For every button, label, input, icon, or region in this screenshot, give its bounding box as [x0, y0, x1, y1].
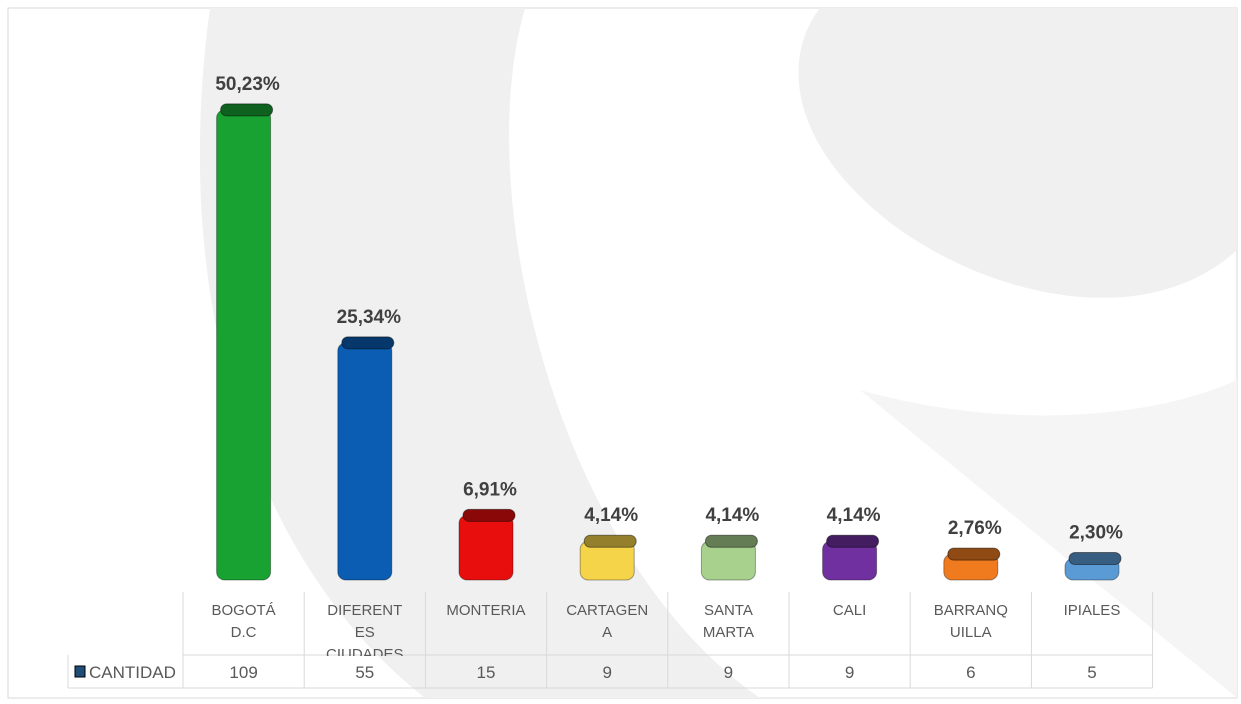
data-label: 25,34%	[337, 307, 402, 328]
bar-top	[947, 547, 1001, 561]
data-label: 6,91%	[463, 479, 517, 500]
bar-top	[462, 508, 516, 522]
data-label: 4,14%	[827, 505, 881, 526]
table-value: 6	[966, 663, 975, 682]
data-label: 2,76%	[948, 518, 1002, 539]
x-tick-label: SANTA MARTA	[702, 602, 754, 641]
legend-key	[74, 665, 86, 678]
table-value: 9	[724, 663, 733, 682]
x-tick-label: BOGOTÁ D.C	[211, 602, 276, 641]
bar-top	[826, 534, 880, 548]
table-value: 5	[1087, 663, 1096, 682]
x-tick-label: CALI	[832, 602, 867, 619]
category-cell: CALI	[832, 602, 867, 619]
x-tick-label: MONTERIA	[446, 602, 526, 619]
x-tick-label: IPIALES	[1063, 602, 1121, 619]
x-tick-label: DIFERENTES CIUDADES	[326, 602, 404, 656]
data-table	[67, 592, 1154, 689]
data-label: 2,30%	[1069, 522, 1123, 543]
data-label: 4,14%	[705, 505, 759, 526]
bar	[337, 342, 393, 581]
watermark	[798, 8, 1237, 298]
table-value: 109	[229, 663, 257, 682]
x-tick-label: BARRANQUILLA	[933, 602, 1008, 641]
category-cell: DIFERENTES CIUDADES	[326, 602, 404, 656]
data-label: 4,14%	[584, 505, 638, 526]
category-cell: BARRANQUILLA	[933, 602, 1008, 641]
bar-top	[583, 534, 637, 548]
category-cell: BOGOTÁ D.C	[211, 602, 276, 641]
bar-top	[1068, 551, 1122, 565]
x-tick-label: CARTAGENA	[566, 602, 649, 641]
category-cell: SANTA MARTA	[702, 602, 754, 641]
table-value: 9	[845, 663, 854, 682]
bar-top	[341, 336, 395, 350]
category-cell: IPIALES	[1063, 602, 1121, 619]
table-value: 9	[602, 663, 611, 682]
bar	[458, 514, 514, 581]
category-cell: MONTERIA	[446, 602, 526, 619]
category-cell: CARTAGENA	[566, 602, 649, 641]
bar-top	[704, 534, 758, 548]
bar-top	[220, 103, 274, 117]
table-value: 55	[355, 663, 374, 682]
bar	[216, 109, 272, 581]
table-value: 15	[477, 663, 496, 682]
data-label: 50,23%	[215, 74, 280, 95]
watermark	[860, 380, 1237, 698]
table-row-label: CANTIDAD	[89, 663, 176, 682]
